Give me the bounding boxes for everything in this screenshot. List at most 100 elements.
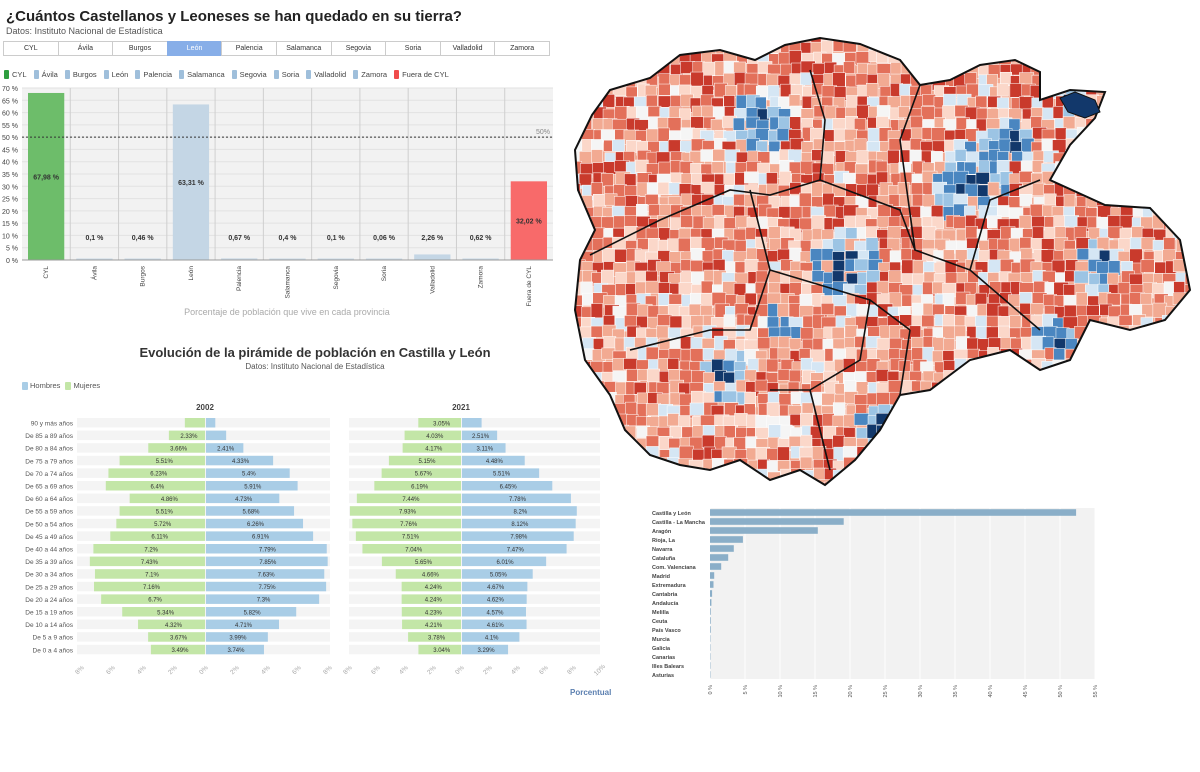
municipality — [700, 181, 715, 194]
bar-hombres — [462, 468, 540, 478]
municipality — [648, 204, 662, 217]
municipality — [1118, 403, 1134, 418]
tab-ávila[interactable]: Ávila — [57, 41, 114, 56]
municipality — [1063, 413, 1078, 429]
bar-mujeres — [101, 594, 205, 604]
municipality — [667, 358, 680, 370]
legend-swatch — [394, 69, 400, 79]
municipality — [1098, 448, 1112, 463]
municipality — [1107, 215, 1121, 227]
municipality — [1086, 347, 1102, 362]
municipality — [1163, 163, 1179, 178]
legend-item[interactable]: CYL — [4, 69, 27, 79]
municipality — [931, 415, 944, 429]
data-label: 7.78% — [509, 497, 527, 503]
municipality — [833, 490, 847, 500]
legend-item[interactable]: Soria — [273, 69, 299, 79]
legend-item[interactable]: Palencia — [135, 69, 172, 79]
municipality — [604, 481, 617, 485]
municipality — [623, 358, 638, 370]
legend-label[interactable]: Mujeres — [73, 381, 101, 390]
legend-item[interactable]: Burgos — [64, 69, 97, 79]
municipality — [832, 402, 846, 416]
municipality — [1142, 436, 1156, 450]
municipality — [591, 86, 604, 99]
x-tick-label: 8% — [74, 664, 86, 676]
municipality — [856, 150, 869, 164]
municipality — [1055, 390, 1070, 406]
y-tick-label: 30 % — [2, 184, 18, 191]
bar-hombres — [462, 430, 498, 441]
tab-segovia[interactable]: Segovia — [330, 41, 387, 56]
municipality — [1107, 470, 1120, 485]
tab-palencia[interactable]: Palencia — [221, 41, 277, 56]
municipality — [656, 52, 670, 66]
legend-item[interactable]: Valladolid — [306, 69, 347, 79]
municipality — [1108, 173, 1125, 187]
municipality — [702, 217, 716, 230]
x-tick-label: Ávila — [89, 266, 98, 280]
municipality — [725, 468, 739, 482]
municipality — [1141, 150, 1158, 165]
municipality — [1106, 293, 1121, 306]
municipality — [966, 493, 977, 500]
bar — [710, 518, 844, 525]
tab-burgos[interactable]: Burgos — [112, 41, 168, 56]
municipality — [1075, 237, 1091, 250]
legend-item[interactable]: Salamanca — [179, 69, 225, 79]
legend-item[interactable]: Ávila — [33, 69, 58, 79]
tab-salamanca[interactable]: Salamanca — [275, 41, 332, 56]
municipality — [1011, 493, 1023, 500]
data-label: 0,4 % — [279, 235, 298, 242]
municipality — [967, 468, 982, 483]
x-tick-label: León — [188, 266, 195, 281]
municipality — [1152, 182, 1166, 196]
legend-item[interactable]: León — [103, 69, 128, 79]
legend-item[interactable]: Fuera de CYL — [394, 69, 449, 79]
data-label: 5.65% — [415, 560, 433, 566]
municipality — [1011, 392, 1026, 407]
municipality — [920, 63, 935, 78]
legend-label[interactable]: Hombres — [30, 381, 61, 390]
tab-cyl[interactable]: CYL — [3, 41, 59, 56]
tab-zamora[interactable]: Zamora — [494, 41, 550, 56]
data-label: 7.2% — [144, 547, 158, 553]
province-border — [969, 179, 1041, 271]
municipality — [1108, 394, 1123, 408]
municipality — [602, 468, 615, 482]
municipality — [788, 94, 801, 107]
legend-item[interactable]: Segovia — [231, 69, 267, 79]
legend-label: Valladolid — [314, 69, 347, 79]
municipality — [1051, 40, 1067, 56]
municipality — [975, 95, 988, 108]
tab-soria[interactable]: Soria — [385, 41, 441, 56]
municipality — [1122, 492, 1137, 500]
municipality — [777, 303, 789, 318]
municipality — [1153, 339, 1168, 354]
municipality — [1074, 150, 1088, 165]
legend-item[interactable]: Zamora — [353, 69, 387, 79]
bar-mujeres — [94, 569, 205, 579]
municipality — [1172, 160, 1186, 175]
municipality — [590, 415, 603, 429]
municipality — [1066, 162, 1082, 177]
municipality — [900, 405, 914, 419]
x-tick-label: 55 % — [1093, 685, 1099, 698]
y-tick-label: 40 % — [2, 160, 18, 167]
tab-valladolid[interactable]: Valladolid — [439, 41, 496, 56]
y-tick-label: 35 % — [2, 172, 18, 179]
municipality — [604, 72, 619, 85]
municipality — [986, 493, 1000, 500]
castilla-leon-municipality-map — [573, 36, 1192, 500]
municipality — [1088, 471, 1101, 485]
municipality — [974, 371, 988, 386]
municipality — [1175, 61, 1188, 74]
municipality — [1176, 94, 1190, 108]
municipality — [747, 39, 760, 52]
municipality — [692, 467, 707, 482]
tab-león[interactable]: León — [166, 41, 223, 56]
category-label: País Vasco — [652, 628, 681, 634]
municipality — [1044, 470, 1058, 485]
municipality — [744, 292, 757, 306]
municipality — [1110, 51, 1124, 67]
